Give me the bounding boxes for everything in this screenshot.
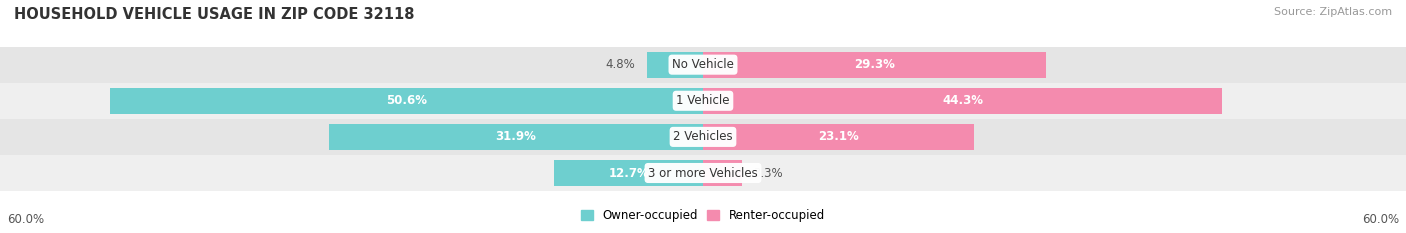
Text: 3 or more Vehicles: 3 or more Vehicles: [648, 167, 758, 179]
Bar: [703, 124, 973, 150]
Text: 3.3%: 3.3%: [754, 167, 783, 179]
Text: 29.3%: 29.3%: [855, 58, 896, 71]
Text: 44.3%: 44.3%: [942, 94, 983, 107]
Text: 2 Vehicles: 2 Vehicles: [673, 130, 733, 143]
Text: 23.1%: 23.1%: [818, 130, 859, 143]
Text: 1 Vehicle: 1 Vehicle: [676, 94, 730, 107]
Text: No Vehicle: No Vehicle: [672, 58, 734, 71]
Text: 60.0%: 60.0%: [7, 212, 44, 226]
Text: 50.6%: 50.6%: [387, 94, 427, 107]
Text: 31.9%: 31.9%: [496, 130, 537, 143]
Bar: [329, 124, 703, 150]
Bar: [703, 88, 1222, 114]
Text: Source: ZipAtlas.com: Source: ZipAtlas.com: [1274, 7, 1392, 17]
Legend: Owner-occupied, Renter-occupied: Owner-occupied, Renter-occupied: [576, 205, 830, 227]
Text: HOUSEHOLD VEHICLE USAGE IN ZIP CODE 32118: HOUSEHOLD VEHICLE USAGE IN ZIP CODE 3211…: [14, 7, 415, 22]
Text: 60.0%: 60.0%: [1362, 212, 1399, 226]
Bar: [703, 160, 742, 186]
Bar: [0, 83, 1406, 119]
Bar: [0, 47, 1406, 83]
Bar: [703, 52, 1046, 78]
Text: 4.8%: 4.8%: [606, 58, 636, 71]
Bar: [0, 119, 1406, 155]
Text: 12.7%: 12.7%: [609, 167, 650, 179]
Bar: [647, 52, 703, 78]
Bar: [0, 155, 1406, 191]
Bar: [554, 160, 703, 186]
Bar: [110, 88, 703, 114]
